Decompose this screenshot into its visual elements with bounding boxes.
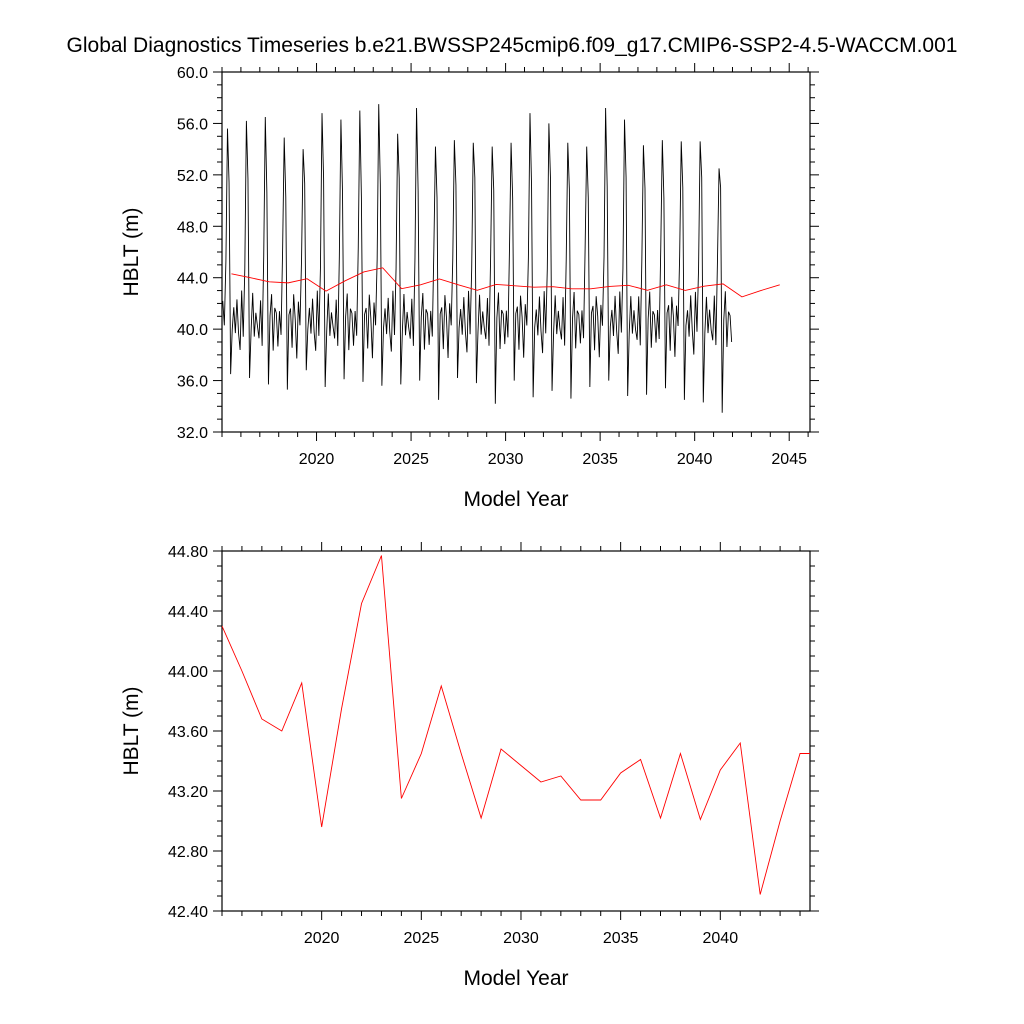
x-tick-label: 2030 bbox=[488, 451, 524, 468]
y-tick-label: 48.0 bbox=[177, 219, 208, 236]
plot-frame bbox=[221, 550, 811, 912]
monthly-series-line bbox=[222, 104, 733, 413]
y-tick-label: 44.80 bbox=[168, 544, 208, 561]
y-tick-label: 43.60 bbox=[168, 724, 208, 741]
x-tick-label: 2045 bbox=[771, 451, 807, 468]
annual-mean-series-line bbox=[231, 267, 780, 298]
y-tick-label: 56.0 bbox=[177, 116, 208, 133]
chart-panel-1: 2020 2025 2030 2035 2040 2045 32.0 36.0 40.0 44.0… bbox=[120, 63, 819, 511]
y-tick-label: 52.0 bbox=[177, 168, 208, 185]
x-tick-label: 2025 bbox=[393, 451, 429, 468]
x-axis-title: Model Year bbox=[463, 488, 568, 511]
x-tick-label: 2020 bbox=[299, 451, 335, 468]
x-tick-label: 2025 bbox=[404, 930, 440, 947]
y-axis-title: HBLT (m) bbox=[120, 686, 143, 775]
y-tick-label: 42.80 bbox=[168, 844, 208, 861]
y-tick-label: 44.00 bbox=[168, 664, 208, 681]
y-tick-label: 43.20 bbox=[168, 784, 208, 801]
x-tick-label: 2030 bbox=[503, 930, 539, 947]
y-tick-label: 60.0 bbox=[177, 65, 208, 82]
chart-panel-2: 2020 2025 2030 2035 2040 42.40 42.80 43.20 43.60… bbox=[120, 542, 819, 990]
y-tick-label: 36.0 bbox=[177, 374, 208, 391]
y-tick-label: 40.0 bbox=[177, 322, 208, 339]
annual-mean-series-line bbox=[222, 555, 810, 895]
x-axis-title: Model Year bbox=[463, 967, 568, 990]
y-tick-label: 42.40 bbox=[168, 904, 208, 921]
x-tick-label: 2040 bbox=[703, 930, 739, 947]
x-tick-label: 2035 bbox=[582, 451, 618, 468]
y-axis-title: HBLT (m) bbox=[120, 207, 143, 296]
x-tick-label: 2020 bbox=[304, 930, 340, 947]
y-tick-label: 44.40 bbox=[168, 604, 208, 621]
x-tick-label: 2035 bbox=[603, 930, 639, 947]
chart-title: Global Diagnostics Timeseries b.e21.BWSS… bbox=[66, 34, 958, 57]
y-tick-label: 44.0 bbox=[177, 271, 208, 288]
x-tick-label: 2040 bbox=[677, 451, 713, 468]
y-tick-label: 32.0 bbox=[177, 425, 208, 442]
